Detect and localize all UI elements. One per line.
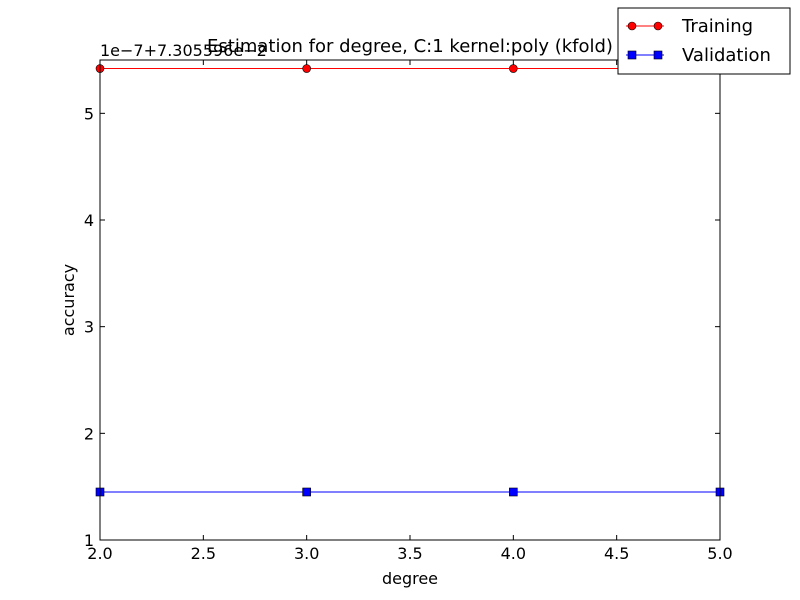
training-point: [509, 64, 518, 73]
offset-label: 1e−7+7.305596e−2: [100, 41, 267, 60]
legend-training-label: Training: [681, 16, 753, 37]
legend-training-marker: [627, 21, 637, 31]
y-tick-label: 2: [84, 424, 94, 443]
x-tick-label: 4.0: [501, 544, 526, 563]
y-tick-label: 4: [84, 211, 94, 230]
y-tick-label: 5: [84, 104, 94, 123]
training-point: [302, 64, 311, 73]
y-tick-label: 1: [84, 531, 94, 550]
y-tick-label: 3: [84, 318, 94, 337]
x-tick-label: 3.0: [294, 544, 319, 563]
chart-title: Estimation for degree, C:1 kernel:poly (…: [207, 36, 613, 57]
legend-box: [617, 7, 791, 75]
x-tick-label: 3.5: [397, 544, 422, 563]
x-axis-label: degree: [382, 569, 438, 588]
legend-validation-marker: [653, 50, 663, 60]
validation-point: [509, 487, 518, 497]
x-tick-label: 2.0: [87, 544, 112, 563]
validation-point: [302, 487, 311, 497]
legend-validation-marker: [627, 50, 637, 60]
x-tick-label: 5.0: [707, 544, 732, 563]
legend-training-marker: [653, 21, 663, 31]
legend: Training Validation: [617, 7, 791, 75]
x-tick-label: 2.5: [191, 544, 216, 563]
x-tick-label: 4.5: [604, 544, 629, 563]
y-axis-label: accuracy: [59, 264, 78, 336]
legend-validation-label: Validation: [682, 45, 771, 66]
